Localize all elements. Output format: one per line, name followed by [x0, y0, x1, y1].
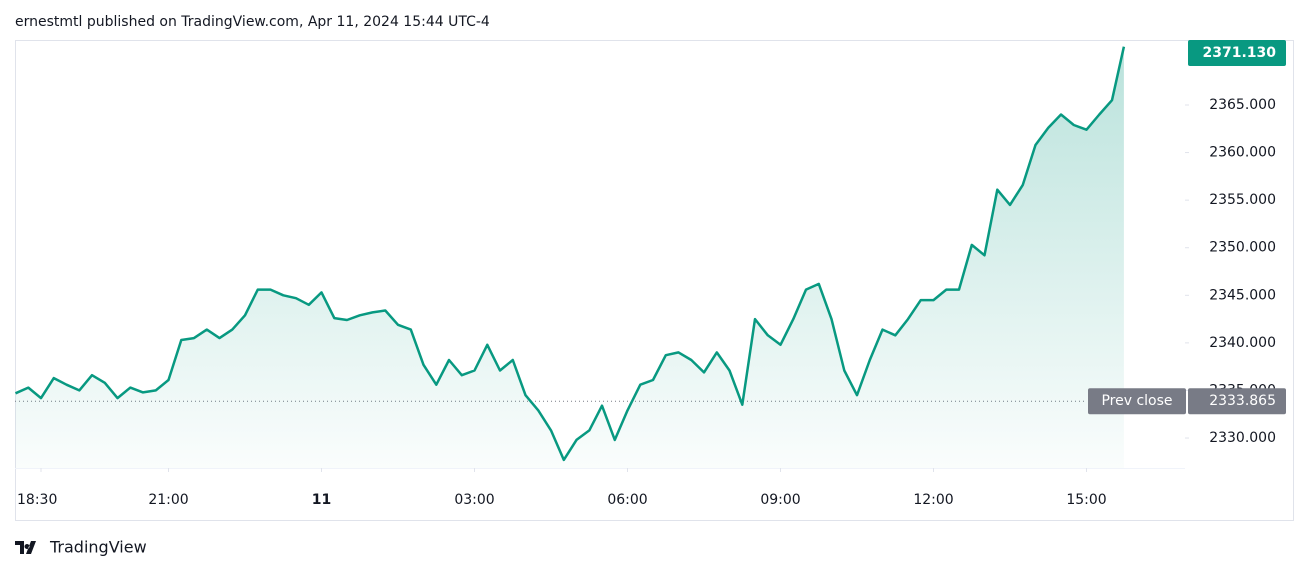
- header: ernestmtl published on TradingView.com, …: [15, 14, 490, 30]
- y-tick-label: 2345.000: [1209, 287, 1276, 303]
- footer: TradingView: [49, 538, 147, 557]
- x-tick-label: 18:30: [17, 492, 57, 508]
- x-tick-label: 21:00: [148, 492, 188, 508]
- x-tick-label: 12:00: [913, 492, 953, 508]
- area-fill: [15, 46, 1124, 468]
- prev-close-name: Prev close: [1101, 393, 1172, 409]
- x-tick-label: 09:00: [760, 492, 800, 508]
- x-tick-label: 15:00: [1066, 492, 1106, 508]
- y-tick-label: 2360.000: [1209, 145, 1276, 161]
- y-tick-label: 2365.000: [1209, 97, 1276, 113]
- x-tick-label: 03:00: [454, 492, 494, 508]
- price-line: [14, 46, 1126, 462]
- logo: [15, 541, 36, 554]
- x-tick-label: 11: [312, 492, 331, 508]
- prev-close-box: [1188, 388, 1286, 415]
- prev-close-label: 2333.865: [1209, 393, 1276, 409]
- prev-close-name-box: [1088, 388, 1186, 415]
- x-tick-label: 06:00: [607, 492, 647, 508]
- chart-frame: [15, 40, 1294, 521]
- y-tick-label: 2350.000: [1209, 240, 1276, 256]
- last-price-label: 2371.130: [1202, 45, 1276, 61]
- y-tick-label: 2330.000: [1209, 430, 1276, 446]
- y-tick-label: 2340.000: [1209, 335, 1276, 351]
- last-price-box: [1188, 40, 1286, 66]
- y-tick-label: 2355.000: [1209, 192, 1276, 208]
